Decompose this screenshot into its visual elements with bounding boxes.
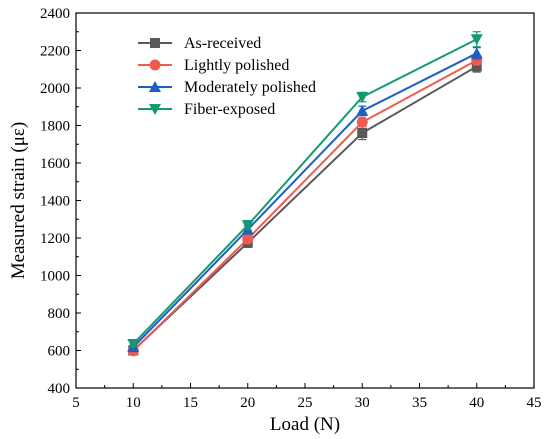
data-point: [356, 92, 369, 103]
y-tick-label: 1200: [40, 231, 70, 247]
legend-marker: [149, 104, 161, 115]
legend-marker: [149, 81, 161, 92]
series-as-received: [128, 60, 482, 356]
legend-label: Moderately polished: [184, 79, 316, 96]
x-tick-label: 35: [412, 395, 427, 411]
data-point: [470, 47, 483, 59]
x-tick-label: 15: [183, 395, 198, 411]
y-tick-label: 1800: [40, 119, 70, 135]
x-tick-label: 30: [355, 395, 370, 411]
data-point: [242, 233, 254, 245]
ticks-layer: 5 10 15 20 25 30 35 40 45 400 600 800 1000 1200 1400 16…: [40, 6, 542, 411]
data-point: [127, 338, 140, 350]
legend-label: Lightly polished: [184, 57, 289, 74]
legend-item: As-received: [138, 35, 261, 52]
legend-marker: [150, 38, 160, 48]
x-tick-label: 20: [240, 395, 255, 411]
y-tick-label: 1400: [40, 194, 70, 210]
x-tick-label: 25: [298, 395, 313, 411]
x-tick-label: 45: [527, 395, 542, 411]
x-tick-label: 10: [126, 395, 141, 411]
y-tick-label: 600: [48, 344, 71, 360]
series-line: [132, 65, 478, 352]
legend-marker: [149, 59, 161, 71]
data-point: [241, 220, 254, 232]
series-lightly-polished: [127, 54, 483, 357]
legend-label: As-received: [184, 35, 261, 52]
y-axis-title: Measured strain (με): [8, 122, 29, 279]
legend: As-received Lightly polished Moderately po…: [138, 35, 316, 118]
legend-item: Moderately polished: [138, 79, 316, 96]
x-tick-label: 5: [72, 395, 80, 411]
data-point: [356, 116, 368, 128]
series-fiber-exposed: [127, 31, 483, 350]
y-tick-label: 2400: [40, 6, 70, 22]
y-tick-label: 800: [48, 306, 71, 322]
series-line: [132, 59, 478, 352]
series-line: [132, 38, 478, 345]
legend-label: Fiber-exposed: [184, 101, 275, 118]
series-line: [132, 52, 478, 348]
legend-item: Fiber-exposed: [138, 101, 275, 118]
x-tick-label: 40: [469, 395, 484, 411]
x-axis-title: Load (N): [270, 414, 340, 435]
data-point: [357, 128, 368, 138]
data-point: [356, 104, 369, 116]
y-tick-label: 400: [48, 381, 71, 397]
data-point: [470, 34, 483, 46]
y-tick-label: 2200: [40, 44, 70, 60]
y-tick-label: 2000: [40, 81, 70, 97]
y-tick-label: 1600: [40, 156, 70, 172]
legend-item: Lightly polished: [138, 57, 289, 74]
y-tick-label: 1000: [40, 269, 70, 285]
data-point: [471, 61, 482, 72]
series-layer: [127, 31, 483, 357]
